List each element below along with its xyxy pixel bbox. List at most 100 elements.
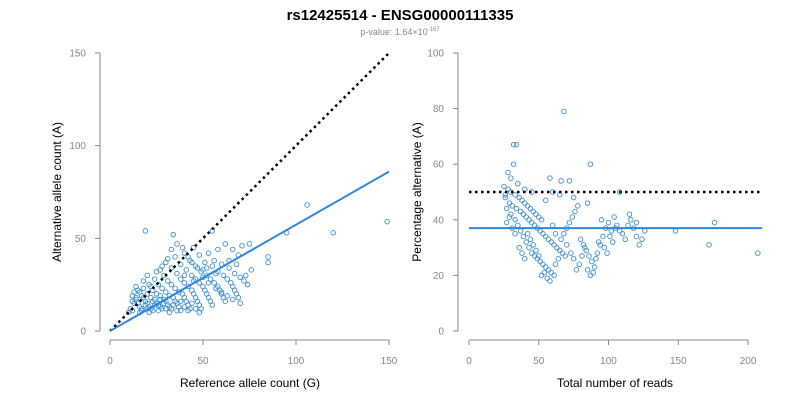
right-data-point <box>529 219 535 226</box>
left-reference-line <box>109 52 390 332</box>
left-data-point <box>177 307 184 314</box>
right-data-point <box>609 239 616 245</box>
right-data-point <box>672 228 679 234</box>
right-data-point <box>541 269 548 276</box>
right-data-point <box>561 108 567 115</box>
left-data-point <box>233 261 240 268</box>
left-data-point <box>231 270 238 277</box>
right-data-point <box>605 219 612 226</box>
right-data-point <box>566 178 573 184</box>
left-data-point <box>205 250 212 256</box>
right-data-point <box>598 217 605 223</box>
left-data-point <box>159 285 165 292</box>
right-data-point <box>523 239 529 245</box>
right-data-point <box>584 200 591 206</box>
left-data-point <box>243 272 249 279</box>
left-data-point <box>181 304 188 310</box>
left-data-point <box>192 306 199 312</box>
left-data-point <box>168 265 175 271</box>
right-data-point <box>628 217 634 223</box>
left-data-point <box>185 283 191 290</box>
left-data-point <box>163 289 169 295</box>
right-data-point <box>540 230 546 237</box>
right-data-point <box>551 272 557 279</box>
left-data-point <box>304 202 310 208</box>
right-data-point <box>510 141 517 148</box>
left-data-point <box>170 231 176 238</box>
left-data-point <box>166 309 173 316</box>
right-data-point <box>614 222 620 229</box>
right-data-point <box>537 228 543 234</box>
right-data-point <box>538 217 545 223</box>
right-data-point <box>534 255 541 262</box>
right-data-point <box>559 250 566 256</box>
right-data-point <box>566 219 573 226</box>
right-data-point <box>584 267 591 273</box>
right-data-point <box>536 253 542 259</box>
right-data-point <box>558 236 564 243</box>
right-data-point <box>509 203 516 209</box>
subtitle-pvalue-exponent: -167 <box>428 27 441 33</box>
left-data-point <box>211 257 217 264</box>
right-data-point <box>526 217 532 223</box>
left-data-point <box>265 259 271 266</box>
left-data-point <box>185 254 191 260</box>
left-data-point <box>129 298 136 305</box>
right-data-point <box>589 258 595 265</box>
right-data-point <box>526 244 532 251</box>
right-data-point <box>569 214 575 220</box>
right-data-point <box>542 264 549 270</box>
left-data-point <box>244 281 251 288</box>
left-data-point <box>177 298 184 305</box>
right-x-tick-label: 0 <box>466 356 472 367</box>
left-data-point <box>189 272 195 279</box>
right-data-point <box>519 250 525 256</box>
right-data-point <box>548 239 555 245</box>
left-data-point <box>202 259 208 266</box>
right-data-point <box>593 255 599 262</box>
right-data-point <box>527 236 534 243</box>
left-data-point <box>224 276 230 282</box>
right-data-point <box>551 242 557 248</box>
left-data-point <box>174 270 180 277</box>
right-data-point <box>510 161 517 167</box>
left-data-point <box>185 307 191 314</box>
right-data-point <box>512 192 518 198</box>
left-data-point <box>144 291 150 297</box>
right-data-point <box>587 272 594 279</box>
left-data-point <box>164 278 171 284</box>
right-y-tick-label: 80 <box>433 104 445 115</box>
right-data-point <box>556 247 563 254</box>
right-x-tick-label: 50 <box>533 356 545 367</box>
right-data-point <box>636 242 642 248</box>
left-data-point <box>265 254 271 260</box>
right-x-tick-label: 100 <box>600 356 617 367</box>
right-data-point <box>570 255 577 262</box>
left-data-point <box>144 272 150 279</box>
left-x-tick-label: 0 <box>107 356 113 367</box>
right-scatter-panel: 0 50 100 150 200 0 20 40 60 80 100 <box>427 49 762 367</box>
left-data-point <box>181 280 188 286</box>
right-data-point <box>600 233 606 240</box>
left-data-point <box>133 294 139 301</box>
left-data-point <box>170 302 176 308</box>
right-data-point <box>517 228 524 234</box>
right-data-point <box>607 233 613 240</box>
right-data-point <box>582 244 588 251</box>
left-data-point <box>239 242 245 249</box>
right-data-point <box>506 214 513 220</box>
right-data-point <box>711 219 718 226</box>
right-data-point <box>597 242 603 248</box>
right-data-point <box>594 250 601 256</box>
right-data-point <box>536 214 542 220</box>
left-data-point <box>181 250 188 256</box>
right-data-point <box>639 236 645 243</box>
right-data-point <box>516 244 522 251</box>
right-y-tick-label: 40 <box>433 215 445 226</box>
left-data-point <box>179 244 186 251</box>
left-data-point <box>237 300 243 306</box>
left-data-point <box>194 265 201 271</box>
right-data-point <box>531 222 538 229</box>
right-data-point <box>502 194 509 201</box>
left-data-point <box>189 300 195 306</box>
